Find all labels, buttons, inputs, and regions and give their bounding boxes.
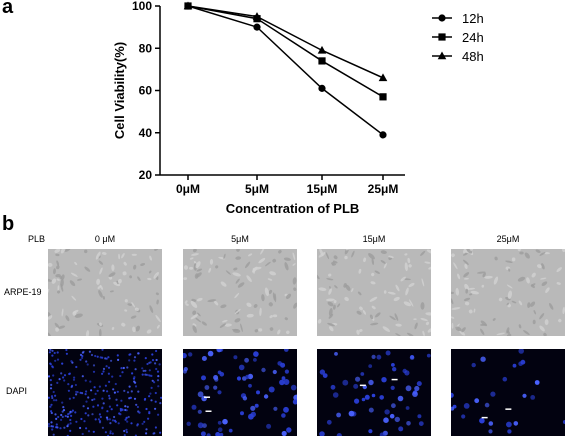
legend-marker <box>437 51 447 60</box>
chart-series <box>183 1 388 139</box>
row-label-arpe19: ARPE-19 <box>4 287 42 297</box>
column-label-15uM: 15μM <box>362 234 386 244</box>
series-24h <box>184 2 387 101</box>
micrograph-brightfield-0uM <box>48 249 162 336</box>
x-axis-title: Concentration of PLB <box>226 201 360 216</box>
data-point-48h <box>183 1 193 10</box>
column-label-5uM: 5μM <box>231 234 249 244</box>
micrograph-brightfield-5uM <box>183 249 297 336</box>
y-tick-label: 60 <box>139 84 153 98</box>
data-point-24h <box>379 93 387 101</box>
data-point-48h <box>317 45 327 54</box>
column-label-25uM: 25μM <box>496 234 520 244</box>
x-tick-label: 0μM <box>176 182 200 196</box>
data-point-48h <box>378 73 388 82</box>
data-point-24h <box>318 57 326 65</box>
legend-label-12h: 12h <box>462 11 484 26</box>
series-48h <box>183 1 388 82</box>
chart-axes: 20 40 60 80 100 0μM 5μM 15μM 25μM Concentration o… <box>112 0 405 216</box>
y-tick-label: 20 <box>139 168 153 182</box>
micrograph-dapi-25uM <box>451 349 565 436</box>
series-line-48h <box>187 5 384 79</box>
column-label-0uM: 0 μM <box>94 234 116 244</box>
x-tick-label: 5μM <box>245 182 269 196</box>
y-axis-title: Cell Viability(%) <box>112 42 127 139</box>
series-12h <box>184 2 387 139</box>
y-tick-label: 40 <box>139 126 153 140</box>
legend-label-48h: 48h <box>462 49 484 64</box>
y-tick-label: 100 <box>132 0 152 13</box>
data-point-12h <box>318 84 326 92</box>
viability-line-chart: 20 40 60 80 100 0μM 5μM 15μM 25μM Concentration o… <box>112 0 484 216</box>
micrograph-brightfield-15uM <box>317 249 431 336</box>
panel-b-label: b <box>2 213 15 235</box>
x-tick-label: 25μM <box>368 182 399 196</box>
data-point-12h <box>253 23 261 31</box>
data-point-12h <box>379 131 387 139</box>
micrograph-brightfield-25uM <box>451 249 565 336</box>
panel-a-label: a <box>2 0 14 18</box>
data-point-48h <box>252 12 262 20</box>
legend-marker <box>438 33 446 41</box>
legend-label-24h: 24h <box>462 30 484 45</box>
chart-legend: 12h 24h 48h <box>432 11 484 64</box>
series-line-24h <box>187 5 384 98</box>
micrograph-dapi-5uM <box>183 349 297 436</box>
row-label-dapi: DAPI <box>6 386 28 396</box>
series-line-12h <box>187 5 384 136</box>
y-tick-label: 80 <box>139 41 153 55</box>
micrograph-dapi-0uM <box>48 349 162 436</box>
legend-marker <box>438 14 446 22</box>
micrograph-dapi-15uM <box>317 349 431 436</box>
plb-header-label: PLB <box>28 234 46 244</box>
x-tick-label: 15μM <box>307 182 338 196</box>
